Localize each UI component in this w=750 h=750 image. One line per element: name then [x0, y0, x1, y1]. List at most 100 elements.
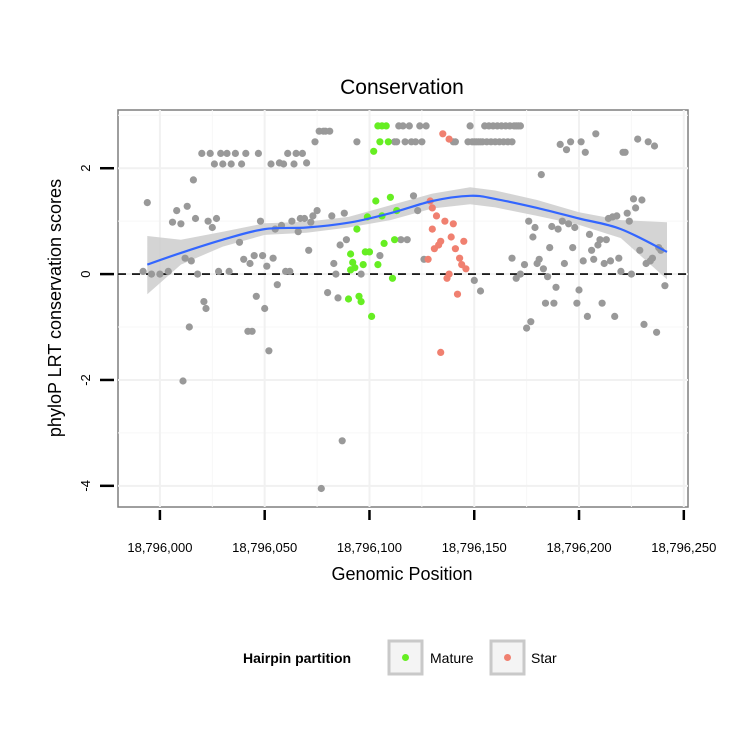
point [596, 236, 604, 244]
point [313, 207, 321, 215]
star-point [449, 220, 457, 228]
point [585, 230, 594, 238]
point [520, 261, 529, 269]
point [409, 192, 418, 200]
star-point [445, 135, 453, 143]
point [558, 217, 566, 225]
point [292, 149, 300, 157]
point [621, 148, 629, 156]
point [267, 160, 275, 168]
mature-point [365, 248, 374, 256]
point [623, 209, 631, 217]
point [583, 312, 592, 320]
point [290, 160, 298, 168]
point [548, 222, 556, 231]
point [476, 287, 485, 295]
point [401, 138, 409, 146]
point [280, 160, 288, 168]
point [235, 238, 244, 246]
point [246, 259, 254, 268]
point [516, 270, 525, 278]
point [212, 214, 221, 223]
point [215, 267, 223, 275]
point [217, 149, 225, 157]
point [535, 255, 543, 263]
point [588, 246, 596, 254]
point [294, 228, 302, 236]
point [336, 241, 344, 249]
point [225, 267, 233, 275]
legend-title: Hairpin partition [243, 650, 351, 666]
legend-entry-mature: Mature [387, 639, 474, 676]
point [261, 304, 269, 313]
point [191, 214, 200, 223]
point [556, 140, 564, 148]
point [416, 122, 424, 130]
point [210, 160, 218, 168]
point [525, 217, 533, 225]
plot-panel [117, 109, 689, 508]
x-axis: 18,796,000 18,796,050 18,796,100 18,796,150… [127, 510, 716, 555]
mature-point [388, 274, 397, 282]
x-tick-label: 18,796,100 [337, 540, 402, 555]
point [539, 265, 548, 273]
x-tick-label: 18,796,150 [442, 540, 507, 555]
point [263, 262, 271, 270]
legend-key-star [489, 639, 526, 676]
legend-label-mature: Mature [430, 650, 474, 666]
point [265, 347, 273, 355]
point [393, 138, 401, 146]
smooth-line-layer [146, 194, 668, 266]
point [634, 135, 642, 143]
star-point [437, 237, 445, 245]
y-axis-label: phyloP LRT conservation scores [45, 179, 65, 437]
chart-title: Conservation [340, 76, 464, 99]
star-point [451, 245, 459, 253]
point [156, 270, 164, 278]
point [300, 214, 309, 223]
point [569, 244, 577, 252]
point [256, 217, 265, 225]
point [173, 207, 181, 215]
point [254, 149, 262, 157]
mature-point [370, 147, 378, 155]
point [602, 236, 610, 244]
point [227, 160, 235, 168]
point [418, 138, 426, 146]
point [269, 254, 277, 262]
confidence-band [147, 187, 668, 295]
point [332, 270, 340, 278]
point [202, 304, 210, 313]
point [397, 236, 405, 244]
point [326, 127, 334, 135]
point [581, 148, 589, 156]
mature-point [347, 266, 355, 274]
point [206, 149, 214, 157]
point [250, 252, 258, 260]
mature-point [344, 295, 353, 303]
point [422, 122, 430, 130]
point [640, 320, 648, 328]
point [399, 122, 407, 130]
point [590, 255, 598, 263]
point [575, 286, 583, 294]
mature-point [357, 298, 365, 306]
point [546, 244, 554, 252]
confidence-band-layer [147, 187, 668, 295]
mature-point [384, 138, 392, 146]
point [252, 292, 260, 300]
point [181, 254, 189, 262]
point [562, 146, 571, 154]
legend-entry-star: Star [489, 639, 557, 676]
legend: Hairpin partition Mature Star [243, 639, 557, 676]
x-axis-label: Genomic Position [331, 564, 472, 584]
mature-point [391, 236, 399, 244]
point [189, 176, 197, 184]
point [328, 212, 336, 220]
point [324, 289, 332, 297]
point [451, 138, 459, 146]
point [527, 318, 535, 326]
point [286, 267, 294, 275]
mature-point [372, 197, 380, 205]
